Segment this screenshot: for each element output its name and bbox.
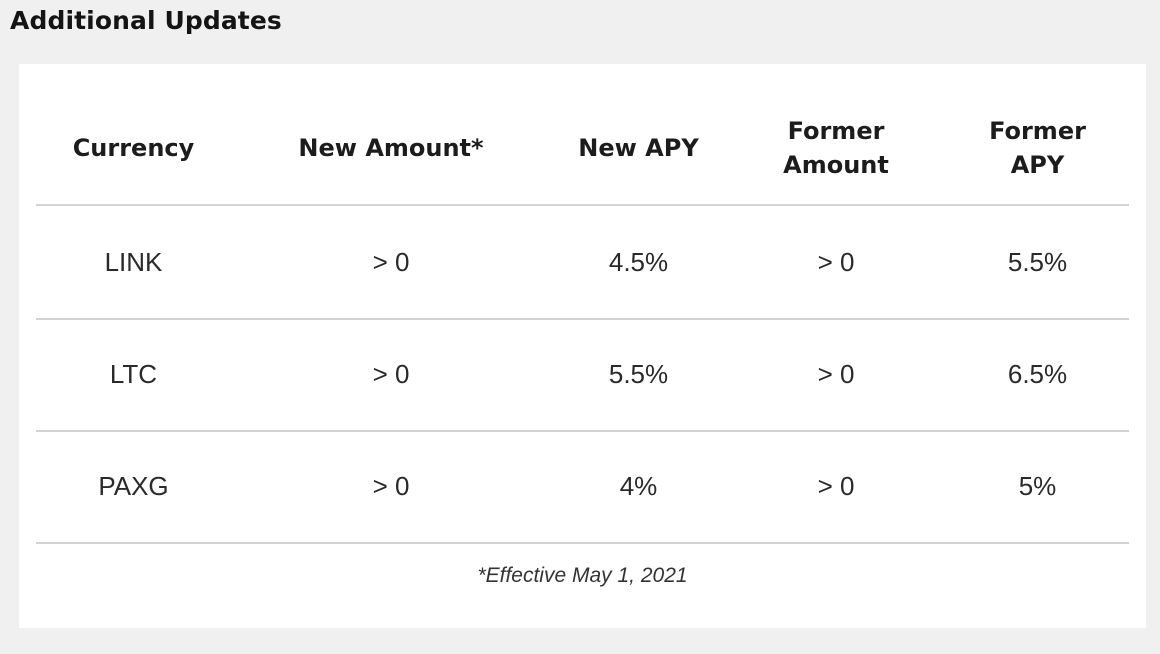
header-former-apy: Former APY (946, 64, 1129, 204)
header-new-apy: New APY (551, 64, 726, 204)
header-new-amount: New Amount* (231, 64, 551, 204)
cell-currency: LINK (104, 246, 163, 277)
rate-updates-card: Currency New Amount* New APY Former Amou… (19, 64, 1146, 628)
cell-new-amount: > 0 (372, 358, 410, 389)
cell-new-amount: > 0 (372, 470, 410, 501)
table-row: LINK > 0 4.5% > 0 5.5% (36, 206, 1129, 320)
header-former-amount-line-2: Amount (783, 151, 889, 179)
cell-currency: LTC (109, 358, 158, 389)
table-header-row: Currency New Amount* New APY Former Amou… (36, 64, 1129, 206)
cell-new-apy: 4% (619, 470, 658, 501)
header-currency-label: Currency (72, 134, 195, 162)
page-title: Additional Updates (10, 6, 282, 35)
cell-former-apy: 5% (1018, 470, 1057, 501)
table-row: PAXG > 0 4% > 0 5% (36, 430, 1129, 544)
cell-former-apy: 5.5% (1007, 246, 1068, 277)
cell-new-apy: 4.5% (608, 246, 669, 277)
header-currency: Currency (36, 64, 231, 204)
header-former-amount: Former Amount (726, 64, 946, 204)
table-row: LTC > 0 5.5% > 0 6.5% (36, 318, 1129, 432)
header-former-apy-line-2: APY (1010, 151, 1065, 179)
cell-currency: PAXG (98, 470, 169, 501)
header-former-apy-line-1: Former (989, 117, 1086, 145)
cell-former-amount: > 0 (817, 358, 855, 389)
cell-former-amount: > 0 (817, 246, 855, 277)
header-new-amount-label: New Amount* (298, 134, 484, 162)
cell-new-amount: > 0 (372, 246, 410, 277)
effective-date-footnote: *Effective May 1, 2021 (477, 564, 688, 587)
header-new-apy-label: New APY (578, 134, 699, 162)
cell-new-apy: 5.5% (608, 358, 669, 389)
cell-former-apy: 6.5% (1007, 358, 1068, 389)
cell-former-amount: > 0 (817, 470, 855, 501)
header-former-amount-line-1: Former (787, 117, 885, 145)
